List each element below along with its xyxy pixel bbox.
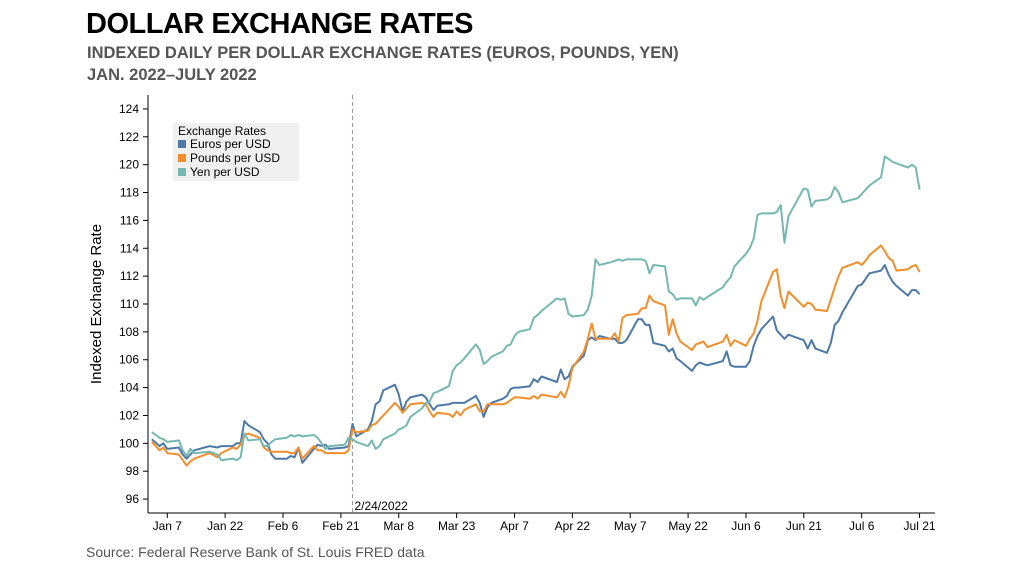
legend-item: Euros per USD (190, 137, 271, 151)
legend-title: Exchange Rates (178, 124, 266, 138)
y-axis-title: Indexed Exchange Rate (88, 224, 105, 384)
y-tick-label: 114 (120, 241, 139, 255)
x-tick-label: Feb 6 (268, 519, 299, 533)
y-tick-label: 110 (120, 297, 139, 311)
x-tick-label: Mar 8 (383, 519, 414, 533)
x-tick-label: Apr 22 (555, 519, 591, 533)
page-title: DOLLAR EXCHANGE RATES (86, 8, 473, 40)
y-tick-label: 108 (119, 325, 139, 339)
series-line-yen (151, 155, 921, 462)
legend-box (173, 123, 299, 181)
x-tick-label: Mar 23 (438, 519, 476, 533)
legend-swatch (178, 154, 186, 162)
legend-swatch (178, 140, 186, 148)
legend-swatch (178, 168, 186, 176)
y-tick-label: 98 (126, 464, 140, 478)
x-tick-label: May 7 (614, 519, 647, 533)
y-tick-label: 122 (119, 130, 139, 144)
x-tick-label: Jan 22 (207, 519, 243, 533)
y-tick-label: 104 (119, 381, 139, 395)
legend-item: Yen per USD (190, 165, 260, 179)
y-tick-label: 118 (120, 186, 139, 200)
y-tick-label: 124 (119, 102, 139, 116)
chart-subtitle: INDEXED DAILY PER DOLLAR EXCHANGE RATES … (87, 44, 679, 62)
source-note: Source: Federal Reserve Bank of St. Loui… (86, 544, 425, 560)
y-tick-label: 120 (119, 158, 139, 172)
y-tick-label: 102 (119, 408, 139, 422)
y-tick-label: 100 (119, 436, 139, 450)
x-tick-label: Feb 21 (322, 519, 360, 533)
y-tick-label: 116 (120, 213, 139, 227)
y-tick-label: 106 (119, 353, 139, 367)
x-tick-label: Jun 21 (786, 519, 822, 533)
y-tick-label: 96 (126, 492, 140, 506)
series-line-pounds (151, 244, 921, 467)
y-tick-label: 112 (120, 269, 139, 283)
x-tick-label: Jul 21 (904, 519, 936, 533)
x-tick-label: May 22 (668, 519, 708, 533)
chart-date-range: JAN. 2022–JULY 2022 (87, 66, 257, 84)
legend-item: Pounds per USD (190, 151, 280, 165)
x-tick-label: Apr 7 (500, 519, 529, 533)
x-tick-label: Jan 7 (153, 519, 183, 533)
x-tick-label: Jul 6 (849, 519, 875, 533)
annotation-label: 2/24/2022 (354, 499, 408, 513)
series-line-euros (151, 264, 921, 464)
x-tick-label: Jun 6 (731, 519, 761, 533)
